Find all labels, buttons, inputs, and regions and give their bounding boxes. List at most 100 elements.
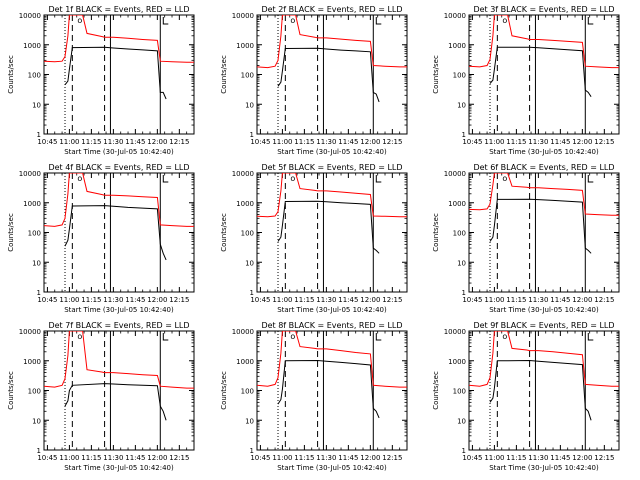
x-tick-label: 10:45 [250,454,270,462]
panel-det-4: Det 4f BLACK = Events, RED = LLD Counts/s… [7,163,195,314]
plot-frame [468,330,620,451]
x-tick-label: 12:00 [360,296,380,304]
black-series-line [64,205,167,261]
y-tick-label: 1 [250,289,254,297]
x-tick-label: 10:45 [37,454,57,462]
plot-frame [43,330,195,451]
circle-marker-glyph: o [77,16,82,25]
y-tick-label: 1 [250,131,254,139]
y-tick-label: 10000 [232,170,254,178]
x-tick-label: 12:15 [594,138,614,146]
x-tick-label: 11:45 [550,454,570,462]
x-tick-label: 10:45 [37,296,57,304]
panel-title: Det 6f BLACK = Events, RED = LLD [473,163,614,172]
x-axis-label: Start Time (30-Jul-05 10:42:40) [277,148,387,156]
red-series-line [44,173,194,227]
y-axis-label: Counts/sec [220,371,228,410]
x-tick-label: 11:00 [484,296,504,304]
x-tick-label: 11:45 [550,296,570,304]
x-tick-label: 12:00 [147,454,167,462]
x-tick-label: 11:45 [125,296,145,304]
x-tick-label: 11:45 [125,454,145,462]
x-tick-label: 11:30 [316,296,336,304]
red-series-line [469,173,619,216]
circle-marker-glyph: o [77,332,82,341]
y-tick-label: 1000 [23,42,41,50]
plot-frame [43,172,195,293]
y-tick-label: 10000 [444,328,466,336]
red-series-line [469,15,619,69]
panel-det-9: Det 9f BLACK = Events, RED = LLD Counts/s… [432,321,620,472]
x-tick-label: 11:45 [125,138,145,146]
x-tick-label: 11:45 [338,296,358,304]
y-tick-label: 10 [32,417,41,425]
x-tick-label: 11:30 [528,138,548,146]
plot-frame [256,330,408,451]
corner-marker-glyph [587,175,594,183]
y-tick-label: 1 [37,447,41,455]
y-tick-label: 1 [37,289,41,297]
y-axis-label: Counts/sec [7,55,15,94]
panel-det-7: Det 7f BLACK = Events, RED = LLD Counts/s… [7,321,195,472]
x-tick-label: 12:15 [169,454,189,462]
y-tick-label: 10 [457,101,466,109]
y-tick-label: 100 [241,72,254,80]
y-tick-label: 10000 [232,12,254,20]
y-tick-label: 1000 [23,200,41,208]
panel-title: Det 9f BLACK = Events, RED = LLD [473,321,614,330]
x-tick-label: 12:00 [360,138,380,146]
y-tick-label: 10000 [19,328,41,336]
x-tick-label: 11:15 [294,454,314,462]
x-tick-label: 11:15 [506,454,526,462]
x-tick-label: 12:00 [147,296,167,304]
y-axis-label: Counts/sec [432,55,440,94]
circle-marker-glyph: o [290,174,295,183]
circle-marker-glyph: o [290,16,295,25]
x-axis-label: Start Time (30-Jul-05 10:42:40) [277,306,387,314]
x-tick-label: 12:15 [382,296,402,304]
plot-frame [468,14,620,135]
x-tick-label: 11:30 [316,138,336,146]
corner-marker-glyph [375,333,382,341]
panel-det-6: Det 6f BLACK = Events, RED = LLD Counts/s… [432,163,620,314]
y-tick-label: 10 [245,101,254,109]
circle-marker-glyph: o [77,174,82,183]
x-tick-label: 11:30 [103,296,123,304]
x-tick-label: 11:45 [338,138,358,146]
y-tick-label: 10 [245,417,254,425]
plot-frame [256,14,408,135]
x-tick-label: 12:00 [572,454,592,462]
corner-marker-glyph [162,17,169,25]
x-tick-label: 11:00 [59,296,79,304]
y-tick-label: 10 [32,101,41,109]
y-tick-label: 100 [28,388,41,396]
black-series-line [489,198,592,254]
x-tick-label: 12:15 [594,454,614,462]
panel-title: Det 3f BLACK = Events, RED = LLD [473,5,614,14]
x-tick-label: 11:15 [81,138,101,146]
y-tick-label: 100 [453,72,466,80]
x-axis-label: Start Time (30-Jul-05 10:42:40) [489,306,599,314]
x-tick-label: 11:15 [506,296,526,304]
x-tick-label: 12:00 [360,454,380,462]
black-series-line [277,200,380,254]
circle-marker-glyph: o [290,332,295,341]
corner-marker-glyph [162,333,169,341]
y-tick-label: 100 [28,72,41,80]
black-series-line [64,383,167,421]
red-series-line [469,331,619,387]
x-tick-label: 11:30 [528,454,548,462]
panel-det-3: Det 3f BLACK = Events, RED = LLD Counts/s… [432,5,620,156]
panel-det-2: Det 2f BLACK = Events, RED = LLD Counts/s… [220,5,408,156]
x-axis-label: Start Time (30-Jul-05 10:42:40) [64,306,174,314]
x-tick-label: 11:15 [294,138,314,146]
y-tick-label: 1 [462,447,466,455]
y-tick-label: 1000 [236,358,254,366]
panel-title: Det 7f BLACK = Events, RED = LLD [48,321,189,330]
y-tick-label: 1000 [448,42,466,50]
x-tick-label: 11:45 [338,454,358,462]
panel-det-5: Det 5f BLACK = Events, RED = LLD Counts/s… [220,163,408,314]
y-axis-label: Counts/sec [432,371,440,410]
x-tick-label: 11:15 [81,296,101,304]
black-series-line [64,46,167,100]
